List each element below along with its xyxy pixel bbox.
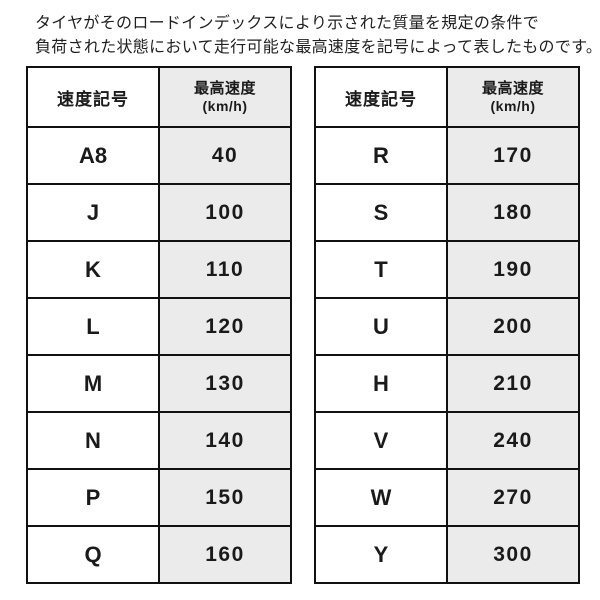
speed-symbol-cell: Q [26, 525, 160, 584]
max-speed-cell: 120 [158, 297, 292, 356]
speed-symbol-cell: J [26, 183, 160, 242]
speed-column-header: 最高速度 (km/h) [158, 66, 292, 128]
table-row: L 120 [26, 297, 292, 356]
symbol-column-header: 速度記号 [26, 66, 160, 128]
speed-symbol-cell: R [314, 126, 448, 185]
description-text: タイヤがそのロードインデックスにより示された質量を規定の条件で 負荷された状態に… [35, 12, 600, 60]
speed-rating-table-right: 速度記号 最高速度 (km/h) R 170 S 180 T 190 U [314, 66, 580, 584]
speed-symbol-cell: U [314, 297, 448, 356]
max-speed-cell: 130 [158, 354, 292, 413]
max-speed-cell: 240 [446, 411, 580, 470]
table-row: J 100 [26, 183, 292, 242]
max-speed-cell: 160 [158, 525, 292, 584]
speed-rating-table-left: 速度記号 最高速度 (km/h) A8 40 J 100 K 110 L [26, 66, 292, 584]
max-speed-cell: 40 [158, 126, 292, 185]
speed-symbol-cell: P [26, 468, 160, 527]
table-row: M 130 [26, 354, 292, 413]
max-speed-cell: 190 [446, 240, 580, 299]
max-speed-cell: 110 [158, 240, 292, 299]
speed-symbol-cell: K [26, 240, 160, 299]
speed-symbol-cell: M [26, 354, 160, 413]
table-row: A8 40 [26, 126, 292, 185]
speed-column-header: 最高速度 (km/h) [446, 66, 580, 128]
speed-symbol-cell: V [314, 411, 448, 470]
max-speed-cell: 170 [446, 126, 580, 185]
table-row: V 240 [314, 411, 580, 470]
speed-symbol-cell: H [314, 354, 448, 413]
max-speed-cell: 300 [446, 525, 580, 584]
description-line-2: 負荷された状態において走行可能な最高速度を記号によって表したものです。 [35, 39, 600, 56]
symbol-column-header: 速度記号 [314, 66, 448, 128]
speed-symbol-cell: S [314, 183, 448, 242]
speed-symbol-cell: A8 [26, 126, 160, 185]
table-row: S 180 [314, 183, 580, 242]
speed-symbol-cell: W [314, 468, 448, 527]
table-row: U 200 [314, 297, 580, 356]
speed-header-unit: (km/h) [202, 98, 248, 114]
table-header-row: 速度記号 最高速度 (km/h) [314, 66, 580, 128]
speed-header-unit: (km/h) [490, 98, 536, 114]
table-row: P 150 [26, 468, 292, 527]
table-row: Y 300 [314, 525, 580, 584]
table-row: H 210 [314, 354, 580, 413]
max-speed-cell: 180 [446, 183, 580, 242]
table-row: R 170 [314, 126, 580, 185]
max-speed-cell: 200 [446, 297, 580, 356]
speed-header-title: 最高速度 [481, 80, 544, 97]
table-row: T 190 [314, 240, 580, 299]
table-row: W 270 [314, 468, 580, 527]
max-speed-cell: 100 [158, 183, 292, 242]
speed-symbol-cell: Y [314, 525, 448, 584]
max-speed-cell: 270 [446, 468, 580, 527]
speed-header-title: 最高速度 [193, 80, 256, 97]
table-header-row: 速度記号 最高速度 (km/h) [26, 66, 292, 128]
table-row: Q 160 [26, 525, 292, 584]
table-row: K 110 [26, 240, 292, 299]
description-line-1: タイヤがそのロードインデックスにより示された質量を規定の条件で [35, 15, 540, 32]
speed-symbol-cell: L [26, 297, 160, 356]
max-speed-cell: 210 [446, 354, 580, 413]
max-speed-cell: 140 [158, 411, 292, 470]
speed-symbol-cell: N [26, 411, 160, 470]
max-speed-cell: 150 [158, 468, 292, 527]
table-row: N 140 [26, 411, 292, 470]
speed-symbol-cell: T [314, 240, 448, 299]
